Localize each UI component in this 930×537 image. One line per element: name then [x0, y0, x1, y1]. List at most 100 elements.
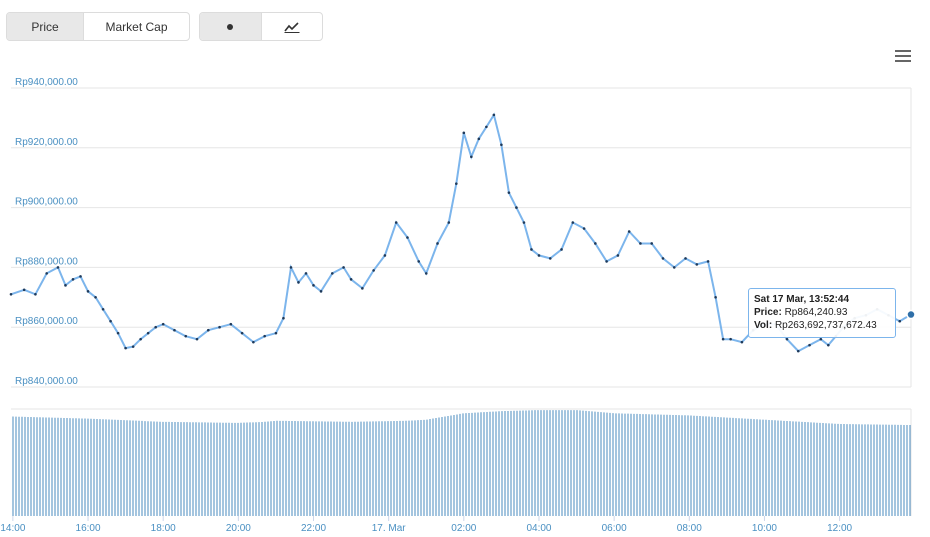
market-cap-toggle-button[interactable]: Market Cap: [83, 13, 189, 40]
price-point: [485, 125, 488, 129]
price-point: [116, 331, 120, 335]
price-point: [34, 293, 37, 296]
price-point: [86, 290, 90, 293]
price-point: [289, 266, 293, 269]
price-point: [101, 307, 105, 311]
price-point: [729, 337, 732, 341]
price-point: [206, 328, 210, 332]
price-point: [436, 242, 439, 245]
price-point: [330, 272, 334, 275]
price-point: [571, 221, 575, 224]
price-point: [94, 296, 97, 299]
y-tick-label: Rp920,000.00: [15, 137, 78, 148]
price-point: [530, 248, 533, 251]
price-point: [721, 337, 725, 341]
price-point: [548, 257, 552, 260]
price-point: [672, 266, 676, 269]
price-point: [383, 254, 387, 257]
price-point: [361, 287, 364, 290]
price-point: [507, 191, 511, 194]
x-axis-ticks: 14:00 16:00 18:00 20:00 22:00 17. Mar 02:00 04:…: [0, 516, 853, 534]
price-point: [274, 331, 278, 335]
price-point: [372, 269, 375, 272]
price-point: [695, 263, 699, 266]
price-point: [109, 319, 112, 323]
price-point: [898, 319, 902, 323]
price-point: [500, 143, 503, 147]
price-point: [417, 260, 421, 263]
price-point: [594, 242, 597, 245]
price-point: [522, 221, 526, 224]
price-point: [195, 337, 199, 341]
price-point: [64, 284, 67, 287]
price-point: [515, 206, 518, 209]
price-point: [45, 272, 48, 275]
price-tooltip: Sat 17 Mar, 13:52:44 Price: Rp864,240.93…: [748, 288, 896, 338]
y-tick-label: Rp840,000.00: [15, 376, 78, 387]
x-tick-label: 22:00: [301, 523, 326, 534]
x-tick-label: 08:00: [677, 523, 702, 534]
price-point: [173, 328, 176, 332]
price-point: [406, 236, 409, 239]
line-chart-button[interactable]: [260, 13, 323, 40]
tooltip-vol-label: Vol:: [754, 320, 773, 331]
price-point: [240, 331, 244, 335]
dot-chart-button[interactable]: [200, 13, 261, 40]
price-line: [10, 112, 912, 353]
price-point: [22, 288, 26, 292]
price-point: [131, 345, 135, 348]
x-tick-label: 10:00: [752, 523, 777, 534]
price-point: [819, 337, 823, 341]
price-point: [537, 254, 541, 257]
x-tick-label: 14:00: [0, 523, 25, 534]
price-point: [304, 272, 308, 275]
price-point: [56, 266, 60, 269]
price-point: [252, 340, 255, 344]
price-point: [263, 334, 266, 338]
y-tick-label: Rp880,000.00: [15, 256, 78, 267]
price-point: [424, 272, 428, 275]
price-point: [605, 260, 608, 263]
price-point: [342, 266, 345, 269]
chart-type-toggle-group: [199, 12, 323, 41]
volume-bars: [12, 410, 911, 516]
price-point: [706, 260, 710, 263]
price-point: [714, 296, 717, 299]
price-point: [79, 275, 82, 278]
price-point: [684, 257, 687, 260]
price-point: [312, 284, 315, 287]
price-point: [139, 337, 142, 341]
x-tick-label: 06:00: [602, 523, 627, 534]
y-tick-label: Rp900,000.00: [15, 197, 78, 208]
price-point: [319, 290, 323, 293]
x-tick-label: 18:00: [151, 523, 176, 534]
price-point: [470, 155, 473, 159]
price-point: [297, 281, 300, 284]
y-axis-ticks: Rp940,000.00 Rp920,000.00 Rp900,000.00 Rp88…: [15, 77, 78, 387]
price-point: [808, 343, 811, 347]
y-tick-label: Rp860,000.00: [15, 316, 78, 327]
price-point: [560, 248, 563, 251]
price-point: [616, 254, 620, 257]
price-point: [492, 113, 496, 117]
price-point: [827, 343, 830, 347]
hamburger-menu-icon[interactable]: [895, 50, 911, 64]
price-point: [184, 334, 188, 338]
metric-toggle-group: Price Market Cap: [6, 12, 190, 41]
price-point: [229, 322, 233, 326]
x-tick-label: 02:00: [451, 523, 476, 534]
x-tick-label: 17. Mar: [372, 523, 407, 534]
y-tick-label: Rp940,000.00: [15, 77, 78, 88]
price-point: [627, 230, 631, 233]
x-tick-label: 20:00: [226, 523, 251, 534]
price-point: [477, 137, 481, 141]
price-point: [650, 242, 654, 245]
price-point: [455, 182, 458, 185]
price-point: [462, 131, 466, 135]
price-point: [146, 331, 150, 335]
price-toggle-button[interactable]: Price: [7, 13, 83, 40]
price-point: [349, 278, 353, 281]
price-point: [796, 349, 800, 353]
tooltip-vol-value: Rp263,692,737,672.43: [774, 320, 877, 331]
